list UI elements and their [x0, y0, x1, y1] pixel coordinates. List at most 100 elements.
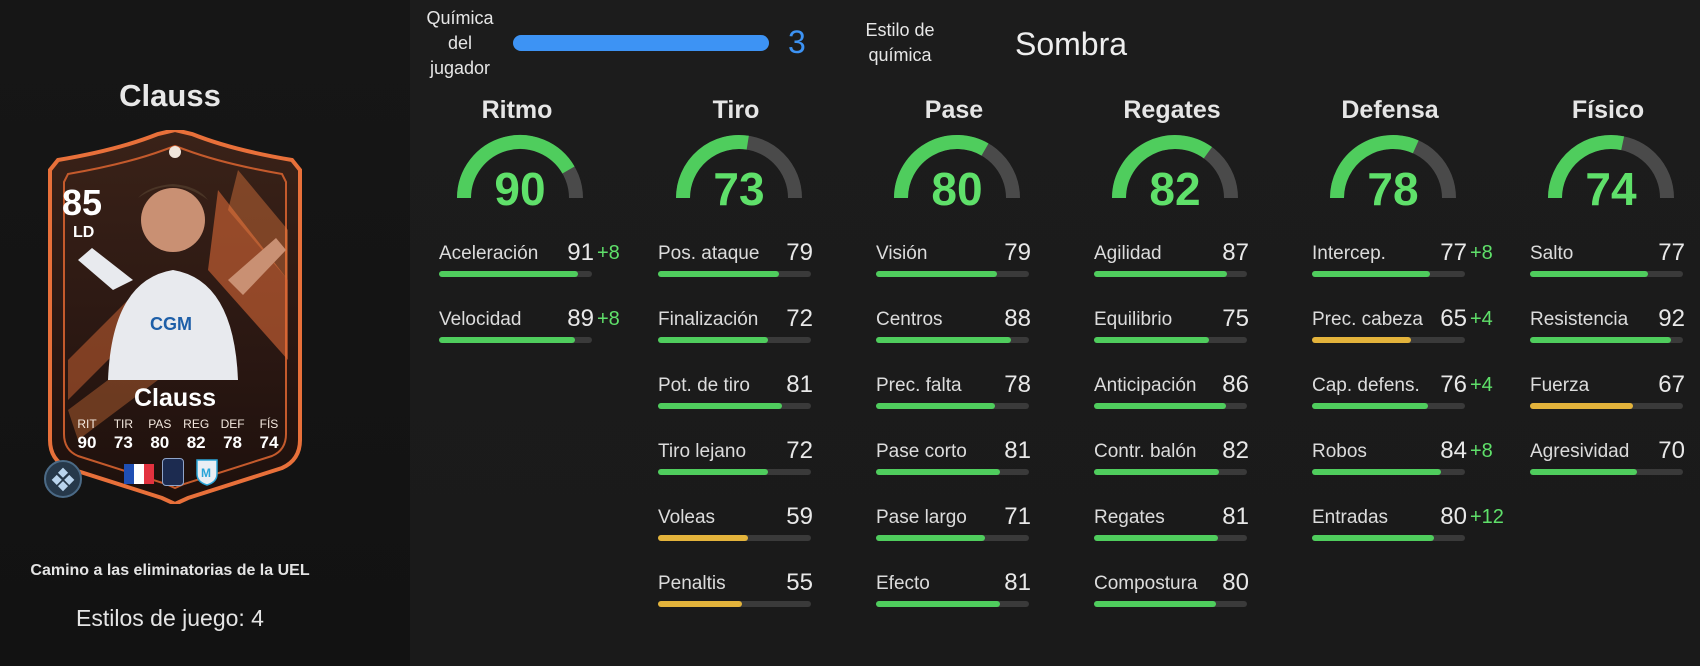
stat-bar [1094, 601, 1247, 607]
gauge-fill [676, 135, 749, 199]
playstyles-count[interactable]: Estilos de juego: 4 [76, 605, 264, 631]
stat-value: 72 [786, 305, 813, 332]
stat-row[interactable]: Penaltis 55 [658, 569, 848, 639]
gauge-fill [1548, 135, 1625, 199]
chemistry-bar [513, 35, 769, 51]
stat-value: 82 [1222, 437, 1249, 464]
stat-row[interactable]: Equilibrio 75 [1094, 305, 1284, 375]
stat-bar-fill [1094, 535, 1218, 541]
stat-row[interactable]: Contr. balón 82 [1094, 437, 1284, 507]
stat-bar-fill [1530, 271, 1648, 277]
mini-stat-value: 82 [186, 433, 206, 452]
mini-stat: DEF 78 [218, 417, 248, 453]
stat-bar [1530, 271, 1683, 277]
stat-row[interactable]: Fuerza 67 [1530, 371, 1700, 441]
stat-value: 81 [1004, 569, 1031, 596]
stat-row[interactable]: Resistencia 92 [1530, 305, 1700, 375]
stat-row[interactable]: Prec. cabeza 65 +4 [1312, 305, 1502, 375]
stat-bar-fill [1094, 469, 1220, 475]
stat-bar [1094, 535, 1247, 541]
card-position: LD [73, 224, 95, 241]
stat-row[interactable]: Robos 84 +8 [1312, 437, 1502, 507]
stat-name: Fuerza [1530, 375, 1590, 396]
stat-row[interactable]: Agresividad 70 [1530, 437, 1700, 507]
category-gauge [894, 135, 1020, 199]
stat-row[interactable]: Regates 81 [1094, 503, 1284, 573]
card-rating: 85 [62, 182, 103, 223]
stat-value: 77 [1658, 239, 1685, 266]
stat-row[interactable]: Tiro lejano 72 [658, 437, 848, 507]
stat-row[interactable]: Intercep. 77 +8 [1312, 239, 1502, 309]
stat-row[interactable]: Pot. de tiro 81 [658, 371, 848, 441]
stat-bar-fill [1094, 337, 1209, 343]
stat-value: 81 [1222, 503, 1249, 530]
chemistry-value: 3 [788, 24, 806, 60]
gauge-fill [1112, 135, 1213, 199]
stat-value: 88 [1004, 305, 1031, 332]
stat-bar-fill [1312, 535, 1435, 541]
stat-name: Pot. de tiro [658, 375, 750, 396]
stat-row[interactable]: Anticipación 86 [1094, 371, 1284, 441]
stat-row[interactable]: Velocidad 89 +8 [439, 305, 629, 375]
mini-stat-label: FÍS [259, 417, 279, 431]
player-card-panel: Clauss CGM 85 [0, 0, 410, 666]
stat-name: Anticipación [1094, 375, 1197, 396]
stat-value: 59 [786, 503, 813, 530]
stats-panel: Química del jugador 3 Estilo de química … [410, 0, 1700, 666]
stat-bar [658, 535, 811, 541]
stat-row[interactable]: Pos. ataque 79 [658, 239, 848, 309]
stat-name: Tiro lejano [658, 441, 747, 462]
stat-row[interactable]: Prec. falta 78 [876, 371, 1066, 441]
stat-value: 79 [1004, 239, 1031, 266]
stat-bar-fill [1094, 601, 1217, 607]
stat-bar-fill [658, 601, 743, 607]
chem-style-value[interactable]: Sombra [1015, 26, 1128, 62]
stat-bar-fill [876, 601, 1000, 607]
stat-boost: +8 [597, 242, 620, 264]
stat-bar [658, 469, 811, 475]
stat-bar-fill [876, 403, 996, 409]
stat-value: 92 [1658, 305, 1685, 332]
stat-bar [876, 601, 1029, 607]
stat-row[interactable]: Agilidad 87 [1094, 239, 1284, 309]
stat-name: Pos. ataque [658, 243, 760, 264]
stat-name: Regates [1094, 507, 1165, 528]
stat-value: 72 [786, 437, 813, 464]
category-rating: 80 [931, 163, 983, 215]
stat-value: 77 [1440, 239, 1467, 266]
category-gauge [1112, 135, 1238, 199]
stat-value: 80 [1222, 569, 1249, 596]
stat-value: 79 [786, 239, 813, 266]
mini-stat-label: DEF [220, 417, 245, 431]
stat-name: Visión [876, 243, 928, 264]
stat-row[interactable]: Entradas 80 +12 [1312, 503, 1504, 573]
stat-row[interactable]: Pase corto 81 [876, 437, 1066, 507]
stat-bar [1094, 337, 1247, 343]
stat-row[interactable]: Salto 77 [1530, 239, 1700, 309]
stat-row[interactable]: Finalización 72 [658, 305, 848, 375]
mini-stat-label: PAS [148, 417, 172, 431]
stat-bar [658, 271, 811, 277]
mini-stat-value: 74 [259, 433, 279, 452]
stat-row[interactable]: Centros 88 [876, 305, 1066, 375]
gauge-fill [894, 135, 989, 199]
stat-row[interactable]: Aceleración 91 +8 [439, 239, 629, 309]
player-card[interactable]: CGM 85 LD Clauss RIT 90 TIR 73 PAS 80 REG 82… [38, 130, 312, 504]
player-name: Clauss [119, 78, 221, 113]
stat-row[interactable]: Cap. defens. 76 +4 [1312, 371, 1502, 441]
stat-row[interactable]: Visión 79 [876, 239, 1066, 309]
card-player-name: Clauss [134, 384, 216, 412]
stat-bar [1312, 403, 1465, 409]
category-title: Pase [924, 96, 984, 124]
league-logo-icon [162, 458, 184, 486]
stat-bar [1312, 337, 1465, 343]
stat-row[interactable]: Compostura 80 [1094, 569, 1284, 639]
stat-row[interactable]: Pase largo 71 [876, 503, 1066, 573]
stat-bar-fill [1530, 337, 1671, 343]
stat-row[interactable]: Voleas 59 [658, 503, 848, 573]
playstyle-icon[interactable] [44, 460, 82, 498]
club-badge-icon: M [196, 459, 218, 486]
mini-stat: RIT 90 [72, 417, 102, 453]
stat-name: Prec. cabeza [1312, 309, 1423, 330]
stat-row[interactable]: Efecto 81 [876, 569, 1066, 639]
